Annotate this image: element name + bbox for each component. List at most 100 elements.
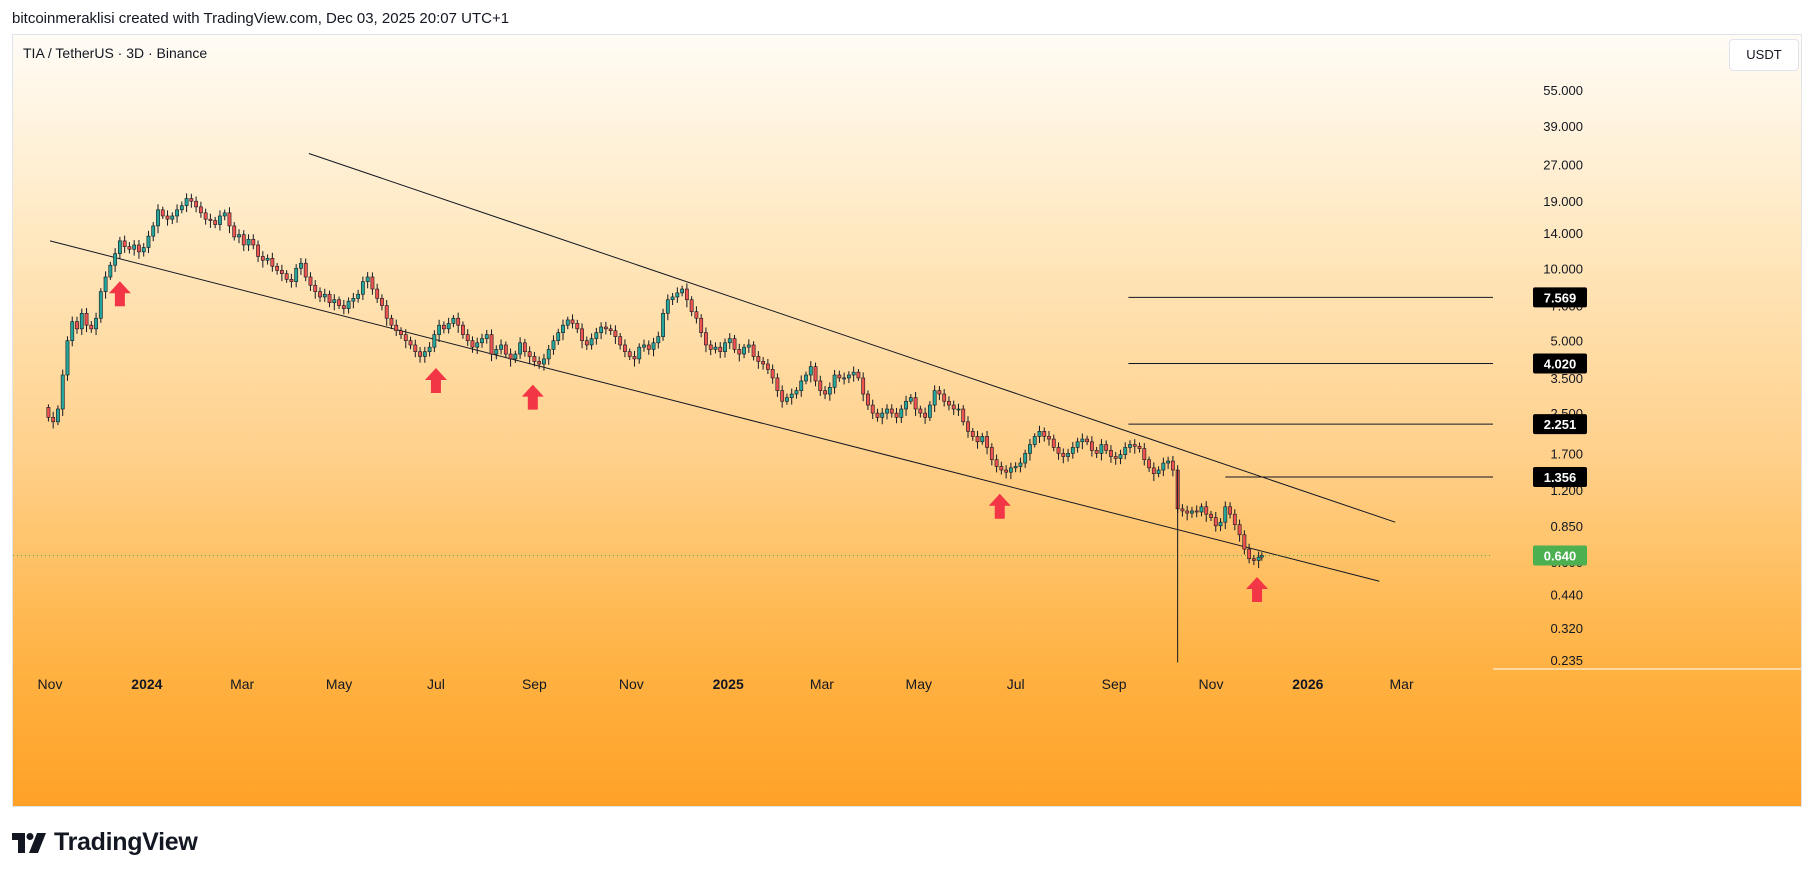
level-price-label-bg <box>1533 467 1587 488</box>
candle <box>570 319 575 324</box>
candle <box>889 408 894 414</box>
created-by-header: bitcoinmeraklisi created with TradingVie… <box>12 10 510 27</box>
candle <box>742 346 746 355</box>
candle <box>1061 453 1066 457</box>
candle <box>656 336 661 344</box>
candle <box>1056 447 1061 454</box>
candle <box>275 265 280 271</box>
candle <box>899 408 904 418</box>
level-price-label: 1.356 <box>1544 470 1577 485</box>
trendline-lower <box>49 240 1380 582</box>
candle <box>375 288 380 299</box>
candle <box>613 330 618 337</box>
candle <box>1223 506 1228 523</box>
candle <box>561 324 565 333</box>
candle <box>1194 510 1199 513</box>
candle <box>846 374 851 379</box>
candle <box>446 323 451 330</box>
candle <box>947 400 951 406</box>
candle <box>927 404 932 418</box>
candle <box>861 377 866 395</box>
candle <box>780 390 785 402</box>
candle <box>65 340 70 376</box>
candle <box>551 340 556 350</box>
candle <box>1004 469 1009 473</box>
candle <box>794 390 799 395</box>
candle <box>508 353 513 360</box>
candle <box>670 296 675 301</box>
candle <box>908 397 913 402</box>
candle <box>413 344 418 352</box>
trendlines-layer <box>49 153 1396 582</box>
candle <box>360 281 365 295</box>
level-price-label: 2.251 <box>1544 417 1577 432</box>
price-tick-label: 39.000 <box>1543 119 1583 134</box>
candle <box>756 356 761 362</box>
price-tick-label: 19.000 <box>1543 194 1583 209</box>
time-tick-label: Nov <box>619 676 644 692</box>
price-chart[interactable]: 55.00039.00027.00019.00014.00010.0007.00… <box>13 35 1802 807</box>
candle <box>427 346 432 352</box>
candle <box>932 390 937 406</box>
candle <box>961 408 966 423</box>
candle <box>346 300 351 309</box>
candle <box>627 351 632 357</box>
candle <box>1075 441 1080 448</box>
candle <box>318 291 322 298</box>
level-price-label-bg <box>1533 287 1587 308</box>
candle <box>875 412 880 418</box>
time-tick-label: May <box>906 676 932 692</box>
candle <box>465 334 470 341</box>
candle <box>408 340 413 346</box>
price-tick-label: 3.500 <box>1550 371 1583 386</box>
candle <box>117 240 122 254</box>
candle <box>98 291 103 319</box>
candle <box>356 293 361 299</box>
current-price-label: 0.640 <box>1544 548 1577 563</box>
candle <box>365 276 370 282</box>
candle <box>384 305 389 319</box>
candle <box>213 220 218 225</box>
candle <box>60 374 65 410</box>
time-tick-label: 2025 <box>713 676 744 692</box>
candle <box>684 288 689 301</box>
tradingview-logo[interactable]: TradingView <box>12 828 198 857</box>
price-labels-layer: 7.569 4.020 2.251 1.356 0.640 <box>1533 287 1587 566</box>
candle <box>475 342 480 348</box>
candle <box>575 323 580 330</box>
candle <box>489 334 494 355</box>
level-lines-layer <box>13 296 1493 556</box>
candle <box>451 317 456 324</box>
candle <box>980 436 985 443</box>
candle <box>603 326 608 330</box>
candle <box>975 436 980 443</box>
candle <box>827 387 832 395</box>
candle <box>565 319 570 326</box>
trendline-upper <box>308 153 1396 523</box>
candle <box>1232 513 1237 525</box>
symbol-title[interactable]: TIA / TetherUS · 3D · Binance <box>23 45 208 61</box>
candle <box>437 324 442 335</box>
candle <box>646 344 651 350</box>
candle <box>1037 431 1042 437</box>
candle <box>1213 517 1218 527</box>
candle <box>694 311 699 319</box>
candle <box>589 338 594 346</box>
candle <box>1094 450 1099 454</box>
candle <box>842 377 847 380</box>
candle <box>866 393 870 406</box>
candle <box>370 276 375 290</box>
candle <box>804 374 808 382</box>
candle <box>299 262 303 269</box>
candle <box>856 371 861 379</box>
chart-panel[interactable]: 55.00039.00027.00019.00014.00010.0007.00… <box>12 34 1802 807</box>
candle <box>222 212 227 217</box>
candle <box>1180 508 1185 512</box>
candle <box>1161 462 1166 471</box>
candle <box>594 332 599 339</box>
currency-button[interactable]: USDT <box>1729 39 1799 71</box>
candle <box>699 317 704 333</box>
candle <box>837 374 842 379</box>
candle <box>313 284 318 292</box>
candle <box>251 238 256 246</box>
